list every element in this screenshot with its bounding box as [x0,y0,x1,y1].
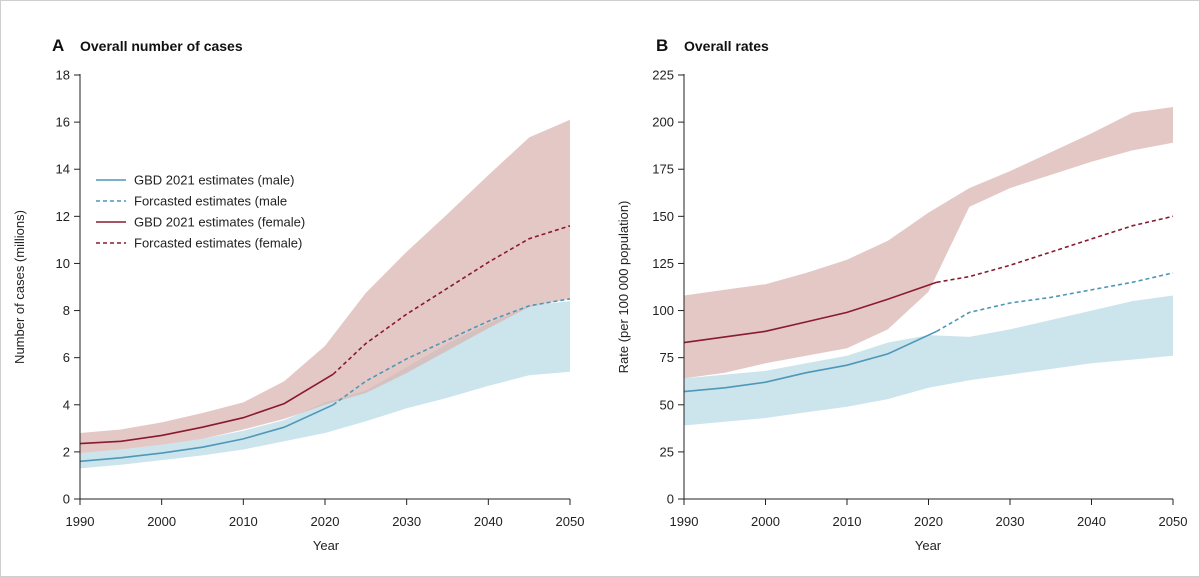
panel-b-title: Overall rates [684,38,769,54]
panel-a-x-tick-label: 2020 [311,514,340,529]
panel-b-female-uncertainty-band [684,107,1173,379]
panel-a-legend: GBD 2021 estimates (male) Forcasted estim… [96,173,305,251]
panel-b-female-estimates-line [683,281,937,344]
panel-b-y-tick-label: 100 [652,303,674,318]
panel-b-y-tick-label: 175 [652,162,674,177]
panel-a-male-uncertainty-band [80,301,570,469]
panel-a-x-axis-label: Year [313,538,340,553]
panel-a-female-uncertainty-band [80,119,570,454]
panel-a-female-forecast-line [332,225,571,375]
panel-b-y-tick-label: 0 [667,492,674,507]
panel-b-axes: 0 25 50 75 100 125 150 175 200 225 1990 2000 2010 202… [652,68,1187,530]
panel-a-number-of-cases: A Overall number of cases 0 2 4 6 8 10 12 14 16 1… [12,36,584,553]
panel-a-y-tick-label: 18 [56,68,70,83]
panel-a-letter: A [52,36,64,55]
panel-b-female-forecast-line [936,215,1174,284]
panel-a-legend-label: Forcasted estimates (female) [134,236,302,251]
panel-b-x-tick-label: 1990 [670,514,699,529]
panel-a-y-tick-label: 6 [63,350,70,365]
panel-a-male-estimates-line [79,404,334,463]
panel-a-x-tick-label: 2040 [474,514,503,529]
panel-a-series-lines [79,225,571,463]
panel-a-y-tick-label: 12 [56,209,70,224]
panel-b-x-tick-label: 2020 [914,514,943,529]
panel-b-x-tick-label: 2040 [1077,514,1106,529]
panel-b-x-axis-label: Year [915,538,942,553]
panel-a-x-tick-label: 1990 [66,514,95,529]
panel-b-x-tick-label: 2050 [1159,514,1188,529]
panel-b-series-lines [683,215,1174,393]
panel-a-x-tick-label: 2010 [229,514,258,529]
panel-a-title: Overall number of cases [80,38,243,54]
panel-b-letter: B [656,36,668,55]
panel-b-x-tick-label: 2010 [833,514,862,529]
panel-b-y-axis-label: Rate (per 100 000 population) [616,201,631,374]
panel-b-rates: B Overall rates 0 25 50 75 100 125 150 175 200 22… [616,36,1187,553]
panel-a-y-tick-label: 10 [56,256,70,271]
panel-b-y-tick-label: 125 [652,256,674,271]
panel-b-male-estimates-line [683,330,938,393]
panel-a-x-tick-label: 2000 [147,514,176,529]
panel-a-y-axis-label: Number of cases (millions) [12,210,27,364]
panel-a-x-tick-label: 2030 [392,514,421,529]
panel-a-y-tick-label: 2 [63,444,70,459]
panel-a-y-tick-label: 16 [56,115,70,130]
panel-a-axes: 0 2 4 6 8 10 12 14 16 18 1990 2000 2010 2020 2030 2040 2… [56,68,585,530]
panel-b-y-tick-label: 50 [660,397,674,412]
panel-b-y-tick-label: 200 [652,115,674,130]
panel-b-y-tick-label: 225 [652,68,674,83]
panel-a-y-tick-label: 4 [63,397,70,412]
panel-b-y-tick-label: 75 [660,350,674,365]
panel-b-x-tick-label: 2030 [996,514,1025,529]
panel-b-male-forecast-line [936,272,1174,332]
panel-a-legend-label: GBD 2021 estimates (male) [134,173,294,188]
panel-a-y-tick-label: 8 [63,303,70,318]
panel-a-legend-label: Forcasted estimates (male [134,194,287,209]
panel-a-x-tick-label: 2050 [556,514,585,529]
panel-a-y-tick-label: 14 [56,162,70,177]
panel-b-male-uncertainty-band [684,295,1173,426]
panel-b-y-tick-label: 150 [652,209,674,224]
panel-b-x-tick-label: 2000 [751,514,780,529]
panel-b-y-tick-label: 25 [660,444,674,459]
panel-a-legend-label: GBD 2021 estimates (female) [134,215,305,230]
panel-a-male-forecast-line [332,298,571,406]
panel-a-uncertainty-bands [80,119,570,469]
panel-b-uncertainty-bands [684,107,1173,426]
panel-a-female-estimates-line [79,373,334,445]
panel-a-y-tick-label: 0 [63,492,70,507]
